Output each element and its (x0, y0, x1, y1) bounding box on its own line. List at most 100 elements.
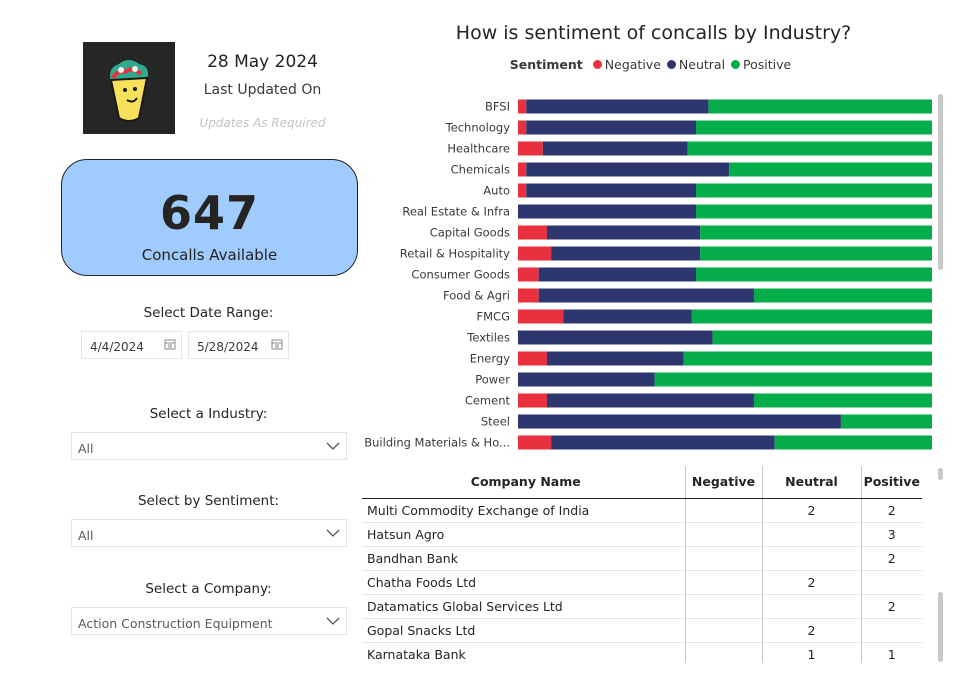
legend-dot-icon (592, 60, 602, 69)
concalls-kpi-card: 647 Concalls Available (61, 159, 358, 276)
category-label: Consumer Goods (411, 268, 510, 282)
bar-segment-neutral[interactable] (526, 99, 709, 114)
table-row[interactable]: Chatha Foods Ltd 2 (362, 570, 922, 595)
bar-segment-positive[interactable] (691, 309, 932, 324)
neutral-count-cell: 2 (761, 570, 861, 595)
bar-segment-negative[interactable] (518, 120, 527, 135)
table-row[interactable]: Karnataka Bank 1 1 (362, 642, 922, 663)
sentiment-selected-value: All (78, 528, 94, 543)
sentiment-dropdown[interactable]: All (71, 519, 347, 547)
industry-sentiment-chart: BFSI Technology Healthcare Chemicals Auto Rea… (364, 99, 932, 450)
table-scrollbar[interactable] (938, 592, 943, 662)
neutral-count-cell (761, 546, 861, 571)
bar-segment-positive[interactable] (774, 435, 932, 450)
company-filter-label: Select a Company: (145, 581, 272, 597)
table-header-row: Company Name Negative Neutral Positive (362, 466, 922, 499)
negative-count-cell (684, 594, 762, 619)
bar-segment-neutral[interactable] (563, 309, 692, 324)
category-label: Real Estate & Infra (402, 205, 510, 219)
chart-scrollbar[interactable] (938, 94, 943, 270)
bar-segment-neutral[interactable] (551, 435, 775, 450)
bar-segment-positive[interactable] (654, 372, 932, 387)
bar-segment-positive[interactable] (696, 120, 932, 135)
neutral-count-cell: 2 (761, 618, 861, 643)
category-label: Textiles (466, 331, 510, 345)
company-dropdown[interactable]: Action Construction Equipment (71, 607, 347, 635)
neutral-count-cell: 2 (761, 498, 861, 523)
column-header-company[interactable]: Company Name (362, 466, 685, 499)
updates-note: Updates As Required (199, 116, 326, 130)
bar-segment-neutral[interactable] (542, 141, 688, 156)
bar-segment-neutral[interactable] (518, 372, 655, 387)
bar-segment-neutral[interactable] (546, 393, 754, 408)
bar-segment-positive[interactable] (753, 288, 932, 303)
bar-segment-positive[interactable] (700, 246, 932, 261)
bar-segment-neutral[interactable] (538, 288, 754, 303)
bar-segment-negative[interactable] (518, 351, 547, 366)
industry-dropdown[interactable]: All (71, 432, 347, 460)
end-date-input[interactable]: 5/28/2024 (188, 331, 289, 359)
company-name-cell: Bandhan Bank (362, 546, 685, 571)
bar-segment-negative[interactable] (518, 141, 543, 156)
start-date-input[interactable]: 4/4/2024 (81, 331, 182, 359)
neutral-count-cell: 1 (761, 642, 861, 663)
bar-segment-negative[interactable] (518, 162, 527, 177)
bar-segment-neutral[interactable] (551, 246, 701, 261)
company-name-cell: Chatha Foods Ltd (362, 570, 685, 595)
bar-segment-positive[interactable] (696, 183, 932, 198)
category-label: BFSI (485, 100, 510, 114)
table-row[interactable]: Hatsun Agro 3 (362, 522, 922, 547)
bar-segment-negative[interactable] (518, 393, 547, 408)
bar-segment-negative[interactable] (518, 246, 552, 261)
bar-segment-negative[interactable] (518, 267, 539, 282)
bar-segment-positive[interactable] (683, 351, 932, 366)
bar-segment-positive[interactable] (712, 330, 932, 345)
legend-item-neutral[interactable]: Neutral (666, 57, 725, 72)
company-name-cell: Gopal Snacks Ltd (362, 618, 685, 643)
bar-segment-negative[interactable] (518, 288, 539, 303)
positive-count-cell: 2 (860, 594, 922, 619)
table-row[interactable]: Gopal Snacks Ltd 2 (362, 618, 922, 643)
bar-segment-neutral[interactable] (518, 330, 713, 345)
chevron-down-icon (326, 617, 340, 625)
bar-segment-neutral[interactable] (518, 204, 697, 219)
company-selected-value: Action Construction Equipment (78, 616, 273, 631)
table-row[interactable]: Bandhan Bank 2 (362, 546, 922, 571)
bar-segment-positive[interactable] (753, 393, 932, 408)
bar-segment-positive[interactable] (708, 99, 932, 114)
bar-segment-positive[interactable] (696, 267, 932, 282)
bar-segment-negative[interactable] (518, 99, 527, 114)
negative-count-cell (684, 618, 762, 643)
bar-segment-positive[interactable] (687, 141, 932, 156)
bar-segment-negative[interactable] (518, 225, 547, 240)
industry-filter-label: Select a Industry: (149, 406, 268, 422)
bar-segment-neutral[interactable] (518, 414, 841, 429)
category-label: Building Materials & Ho... (364, 436, 510, 450)
table-row[interactable]: Datamatics Global Services Ltd 2 (362, 594, 922, 619)
legend-item-negative[interactable]: Negative (592, 57, 661, 72)
bar-segment-positive[interactable] (840, 414, 932, 429)
bar-segment-neutral[interactable] (526, 120, 697, 135)
column-header-neutral[interactable]: Neutral (761, 466, 861, 499)
bar-segment-neutral[interactable] (538, 267, 697, 282)
legend-item-positive[interactable]: Positive (731, 57, 791, 72)
bar-segment-positive[interactable] (700, 225, 932, 240)
bar-segment-negative[interactable] (518, 309, 564, 324)
bar-segment-negative[interactable] (518, 435, 552, 450)
bar-segment-neutral[interactable] (546, 225, 701, 240)
bar-segment-positive[interactable] (729, 162, 932, 177)
negative-count-cell (684, 546, 762, 571)
table-scroll-up[interactable] (938, 468, 943, 480)
bar-segment-neutral[interactable] (526, 183, 697, 198)
bar-segment-negative[interactable] (518, 183, 527, 198)
bar-segment-neutral[interactable] (546, 351, 684, 366)
column-header-negative[interactable]: Negative (684, 466, 762, 499)
calendar-icon[interactable] (164, 338, 176, 350)
category-label: Energy (470, 352, 510, 366)
bar-segment-neutral[interactable] (526, 162, 730, 177)
last-updated-date: 28 May 2024 (207, 52, 318, 72)
bar-segment-positive[interactable] (696, 204, 932, 219)
column-header-positive[interactable]: Positive (860, 466, 922, 499)
table-row[interactable]: Multi Commodity Exchange of India 2 2 (362, 498, 922, 523)
calendar-icon[interactable] (271, 338, 283, 350)
